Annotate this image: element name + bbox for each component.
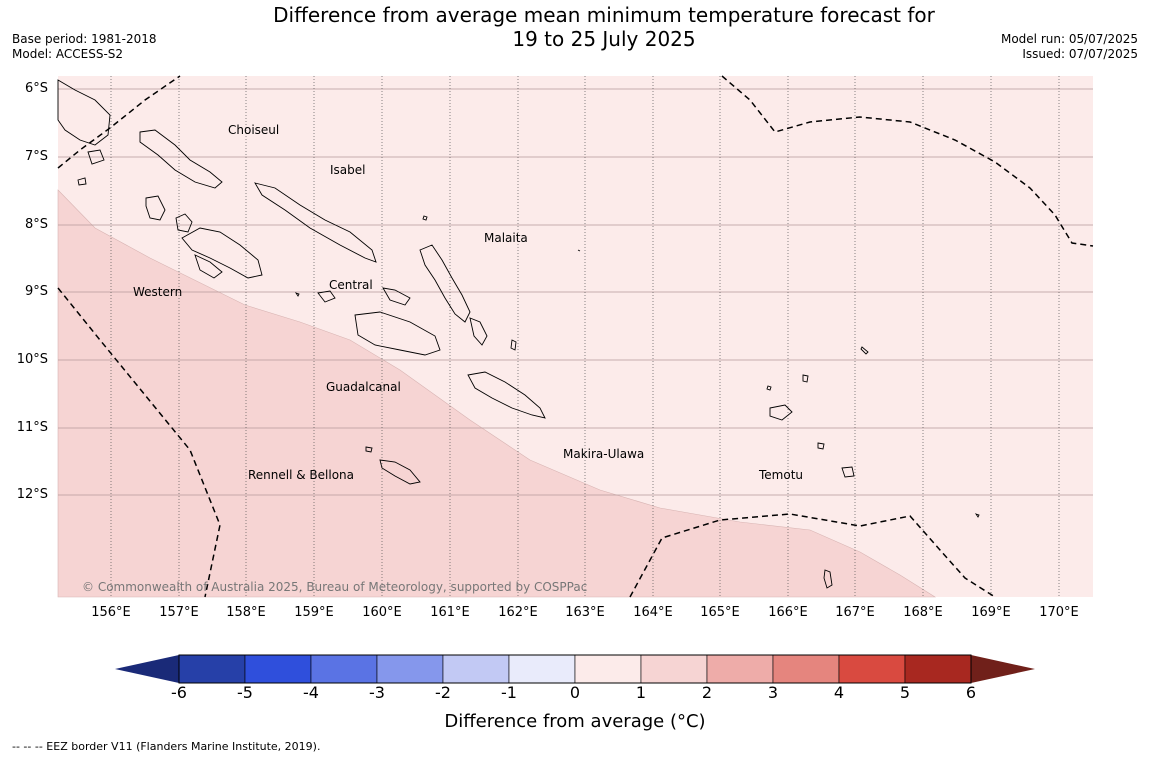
colorbar-label: Difference from average (°C): [444, 711, 706, 732]
eez-borders: [57, 75, 1094, 598]
eez-footnote: -- -- -- EEZ border V11 (Flanders Marine…: [12, 740, 321, 753]
colorbar-swatch: [574, 654, 642, 684]
lat-label-12s: 12°S: [16, 487, 48, 502]
lon-label-169e: 169°E: [971, 605, 1011, 620]
model-run: Model run: 05/07/2025: [1000, 32, 1138, 46]
island-bougainville: [57, 79, 111, 146]
issued-date: Issued: 07/07/2025: [1022, 47, 1138, 61]
island-makira: [467, 371, 546, 419]
lat-gridlines: [58, 88, 1093, 496]
island-tikopia: [841, 466, 855, 478]
lon-label-162e: 162°E: [498, 605, 538, 620]
island-outlines: [57, 79, 980, 589]
colorbar-tick: 2: [701, 683, 713, 702]
place-temotu: Temotu: [759, 468, 804, 482]
colorbar-swatch: [376, 654, 444, 684]
island-bellona: [365, 446, 373, 453]
colorbar-swatch: [772, 654, 840, 684]
colorbar-tick: 1: [635, 683, 647, 702]
lat-label-8s: 8°S: [24, 217, 48, 232]
island-rennell: [379, 459, 421, 485]
colorbar-tick: -2: [435, 683, 451, 702]
island-santa-cruz: [769, 404, 793, 421]
lon-label-160e: 160°E: [362, 605, 402, 620]
colorbar-tick: 4: [833, 683, 845, 702]
lon-label-156e: 156°E: [91, 605, 131, 620]
colorbar-swatch: [244, 654, 312, 684]
colorbar-swatch: [508, 654, 576, 684]
colorbar-tick: -4: [303, 683, 319, 702]
place-isabel: Isabel: [330, 163, 366, 177]
lat-label-10s: 10°S: [16, 352, 48, 367]
lon-label-170e: 170°E: [1039, 605, 1079, 620]
island-nggela: [382, 287, 411, 306]
island-kolombangara: [175, 213, 193, 233]
lon-label-166e: 166°E: [768, 605, 808, 620]
lat-label-11s: 11°S: [16, 420, 48, 435]
colorbar-frame: [178, 654, 972, 684]
colorbar-under-triangle: [115, 655, 179, 683]
colorbar-swatch: [838, 654, 906, 684]
lon-label-164e: 164°E: [633, 605, 673, 620]
colorbar-tick: -5: [237, 683, 253, 702]
lon-label-165e: 165°E: [700, 605, 740, 620]
place-guadalcanal: Guadalcanal: [326, 380, 401, 394]
island-isabel: [254, 182, 377, 263]
colorbar-swatch: [706, 654, 774, 684]
place-central: Central: [329, 278, 373, 292]
place-makira-ulawa: Makira-Ulawa: [563, 447, 645, 461]
colorbar-swatches: [178, 654, 972, 684]
island-malaita: [419, 244, 471, 323]
colorbar-over-triangle: [971, 655, 1035, 683]
island-vanikoro: [817, 442, 825, 450]
island-small-malaita: [469, 317, 488, 346]
colorbar-swatch: [640, 654, 708, 684]
place-rennell-bellona: Rennell & Bellona: [248, 468, 355, 482]
lon-label-161e: 161°E: [430, 605, 470, 620]
place-choiseul: Choiseul: [228, 123, 280, 137]
title-line-2: 19 to 25 July 2025: [512, 27, 696, 51]
meta-left: Base period: 1981-2018 Model: ACCESS-S2: [12, 32, 157, 62]
lon-label-159e: 159°E: [294, 605, 334, 620]
title-line-1: Difference from average mean minimum tem…: [273, 3, 935, 27]
colorbar-swatch: [178, 654, 246, 684]
colorbar-tick: 3: [767, 683, 779, 702]
colorbar-tick: 5: [899, 683, 911, 702]
lat-label-7s: 7°S: [24, 149, 48, 164]
colorbar-tick: 6: [965, 683, 977, 702]
island-guadalcanal: [354, 311, 441, 356]
meta-right: Model run: 05/07/2025 Issued: 07/07/2025: [1001, 32, 1138, 62]
colorbar-tick: -3: [369, 683, 385, 702]
island-russell: [317, 290, 336, 303]
base-period: Base period: 1981-2018: [12, 32, 157, 46]
lon-label-163e: 163°E: [565, 605, 605, 620]
colorbar-swatch: [310, 654, 378, 684]
model-name: Model: ACCESS-S2: [12, 47, 124, 61]
island-rendova: [194, 254, 223, 279]
place-malaita: Malaita: [484, 231, 528, 245]
place-western: Western: [133, 285, 183, 299]
map-title: Difference from average mean minimum tem…: [0, 3, 1150, 51]
lon-label-168e: 168°E: [903, 605, 943, 620]
colorbar-tick: -6: [171, 683, 187, 702]
lat-label-6s: 6°S: [24, 81, 48, 96]
island-shortland: [87, 149, 105, 165]
island-choiseul: [139, 129, 223, 189]
copyright-notice: © Commonwealth of Australia 2025, Bureau…: [82, 580, 588, 594]
lon-label-157e: 157°E: [159, 605, 199, 620]
colorbar: [115, 654, 1035, 684]
colorbar-tick: 0: [569, 683, 581, 702]
lon-label-158e: 158°E: [226, 605, 266, 620]
lon-label-167e: 167°E: [835, 605, 875, 620]
colorbar-swatch: [442, 654, 510, 684]
colorbar-swatch: [904, 654, 972, 684]
lat-label-9s: 9°S: [24, 284, 48, 299]
island-new-georgia: [181, 227, 263, 279]
colorbar-tick: -1: [501, 683, 517, 702]
